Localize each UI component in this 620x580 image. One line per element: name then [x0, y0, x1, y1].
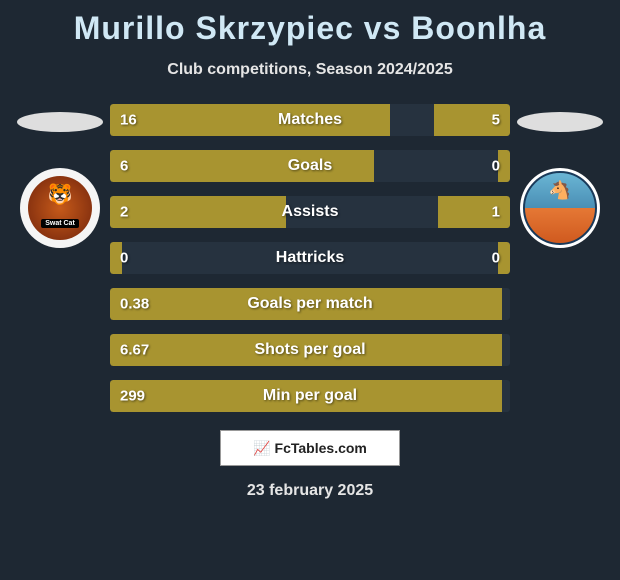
right-team-column: 🐴: [510, 104, 610, 248]
stat-label: Goals per match: [247, 295, 372, 313]
page-title: Murillo Skrzypiec vs Boonlha: [0, 0, 620, 47]
tiger-icon: 🐯: [48, 182, 73, 207]
stat-value-left: 6.67: [120, 342, 149, 359]
stat-row: 6.67 Shots per goal: [110, 334, 510, 366]
stat-bar-left: [110, 196, 286, 228]
stat-value-left: 6: [120, 158, 128, 175]
right-platform: [517, 112, 603, 132]
stat-label: Min per goal: [263, 387, 357, 405]
stat-value-left: 0: [120, 250, 128, 267]
stat-value-right: 0: [492, 250, 500, 267]
stat-row: 0 0 Hattricks: [110, 242, 510, 274]
stat-bar-left: [110, 104, 390, 136]
stat-bar-left: [110, 150, 374, 182]
stat-row: 0.38 Goals per match: [110, 288, 510, 320]
chart-icon: 📈: [253, 440, 270, 457]
left-team-column: 🐯 Swat Cat: [10, 104, 110, 248]
stat-label: Assists: [282, 203, 339, 221]
stat-label: Shots per goal: [254, 341, 365, 359]
stat-row: 6 0 Goals: [110, 150, 510, 182]
comparison-content: 🐯 Swat Cat 16 5 Matches 6 0 Goals 2 1 Assists 0 0 H…: [0, 104, 620, 412]
left-team-logo: 🐯 Swat Cat: [20, 168, 100, 248]
stats-bars: 16 5 Matches 6 0 Goals 2 1 Assists 0 0 Hattricks 0.3…: [110, 104, 510, 412]
stat-label: Matches: [278, 111, 342, 129]
stat-row: 299 Min per goal: [110, 380, 510, 412]
stat-value-right: 5: [492, 112, 500, 129]
stat-row: 16 5 Matches: [110, 104, 510, 136]
right-team-logo: 🐴: [520, 168, 600, 248]
stat-label: Hattricks: [276, 249, 344, 267]
horse-icon: 🐴: [549, 180, 571, 201]
brand-text: FcTables.com: [275, 440, 367, 456]
subtitle: Club competitions, Season 2024/2025: [0, 61, 620, 79]
stat-value-left: 2: [120, 204, 128, 221]
stat-value-left: 16: [120, 112, 137, 129]
stat-value-right: 0: [492, 158, 500, 175]
stat-value-left: 0.38: [120, 296, 149, 313]
left-logo-caption: Swat Cat: [41, 219, 79, 228]
stat-value-right: 1: [492, 204, 500, 221]
left-platform: [17, 112, 103, 132]
date-label: 23 february 2025: [0, 482, 620, 500]
stat-row: 2 1 Assists: [110, 196, 510, 228]
stat-label: Goals: [288, 157, 332, 175]
stat-value-left: 299: [120, 388, 145, 405]
brand-badge: 📈 FcTables.com: [220, 430, 400, 466]
